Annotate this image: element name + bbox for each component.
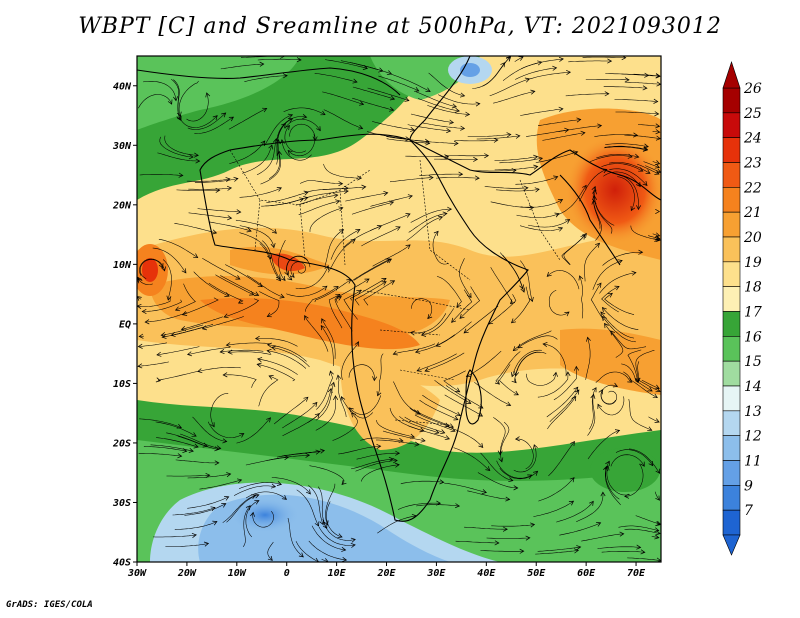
lat-tick-label: 30S (112, 498, 131, 509)
colorbar-swatch (722, 87, 741, 114)
colorbar-swatch (722, 162, 741, 188)
lon-tick-label: 30E (426, 568, 446, 579)
colorbar-swatch (722, 187, 741, 213)
colorbar-label: 9 (744, 478, 753, 494)
lat-tick-label: 40N (113, 81, 132, 92)
lon-tick-label: 70E (627, 568, 646, 579)
colorbar-label: 24 (743, 131, 762, 147)
lon-tick-label: 10W (228, 568, 247, 579)
grads-credit: GrADS: IGES/COLA (6, 600, 93, 610)
colorbar-swatch (722, 112, 741, 138)
colorbar-label: 18 (744, 280, 762, 296)
colorbar-label: 11 (744, 454, 762, 470)
colorbar-swatch (722, 360, 741, 387)
colorbar-swatch (722, 485, 741, 511)
lat-tick-label: 30N (112, 141, 132, 152)
colorbar-swatch (722, 410, 741, 436)
colorbar-swatch (722, 261, 741, 287)
colorbar-swatch (722, 509, 741, 536)
colorbar-bottom-arrow (722, 534, 741, 556)
colorbar-swatch (722, 311, 741, 337)
colorbar-label: 12 (744, 429, 762, 445)
colorbar-label: 23 (743, 156, 762, 172)
colorbar-label: 22 (743, 180, 762, 196)
colorbar-label: 14 (744, 379, 762, 395)
colorbar-label: 19 (744, 255, 762, 271)
colorbar-label: 21 (743, 205, 762, 221)
lon-tick-label: 10E (328, 568, 347, 579)
colorbar-swatch (722, 286, 741, 312)
wbpt-field (137, 56, 661, 562)
lon-tick-label: 20W (177, 568, 197, 579)
colorbar-swatch (722, 211, 741, 238)
colorbar-swatch (722, 137, 741, 163)
lat-tick-label: 40S (113, 558, 131, 569)
streamlines (137, 56, 661, 562)
colorbar-swatch (722, 236, 741, 263)
lat-tick-label: 20S (112, 438, 131, 449)
longitude-ticks: 30W 20W 10W 0 10E 20E 30E 40E 50E 60E 70E (127, 562, 646, 579)
lat-tick-label: 10N (113, 260, 132, 271)
map-title: WBPT [C] and Sreamline at 500hPa, VT: 20… (78, 14, 722, 39)
lon-tick-label: 40E (477, 568, 496, 579)
colorbar-swatch (722, 336, 741, 362)
lon-tick-label: 60E (577, 568, 596, 579)
colorbar-swatch (722, 435, 741, 461)
colorbar-swatch (722, 385, 741, 412)
colorbar-swatch (722, 460, 741, 486)
colorbar: 26 25 24 23 22 21 20 19 18 17 16 15 14 13 12 11 9 7 (722, 61, 762, 556)
colorbar-label: 25 (743, 106, 762, 122)
coastlines (137, 56, 661, 522)
colorbar-label: 13 (744, 404, 762, 420)
lat-tick-label: 20N (112, 200, 132, 211)
lon-tick-label: 30W (127, 568, 147, 579)
colorbar-label: 17 (744, 305, 762, 321)
lon-tick-label: 20E (376, 568, 396, 579)
colorbar-label: 15 (744, 354, 762, 370)
colorbar-label: 7 (744, 503, 753, 519)
colorbar-label: 20 (743, 230, 762, 246)
colorbar-label: 16 (744, 329, 762, 345)
colorbar-label: 26 (743, 81, 762, 97)
lat-tick-label: EQ (119, 319, 131, 330)
country-borders (229, 149, 561, 426)
lon-tick-label: 50E (527, 568, 546, 579)
latitude-ticks: 40N 30N 20N 10N EQ 10S 20S 30S 40S (112, 81, 137, 569)
lat-tick-label: 10S (113, 379, 131, 390)
plot-frame (136, 55, 662, 563)
colorbar-top-arrow (722, 61, 741, 89)
lon-tick-label: 0 (284, 568, 290, 579)
